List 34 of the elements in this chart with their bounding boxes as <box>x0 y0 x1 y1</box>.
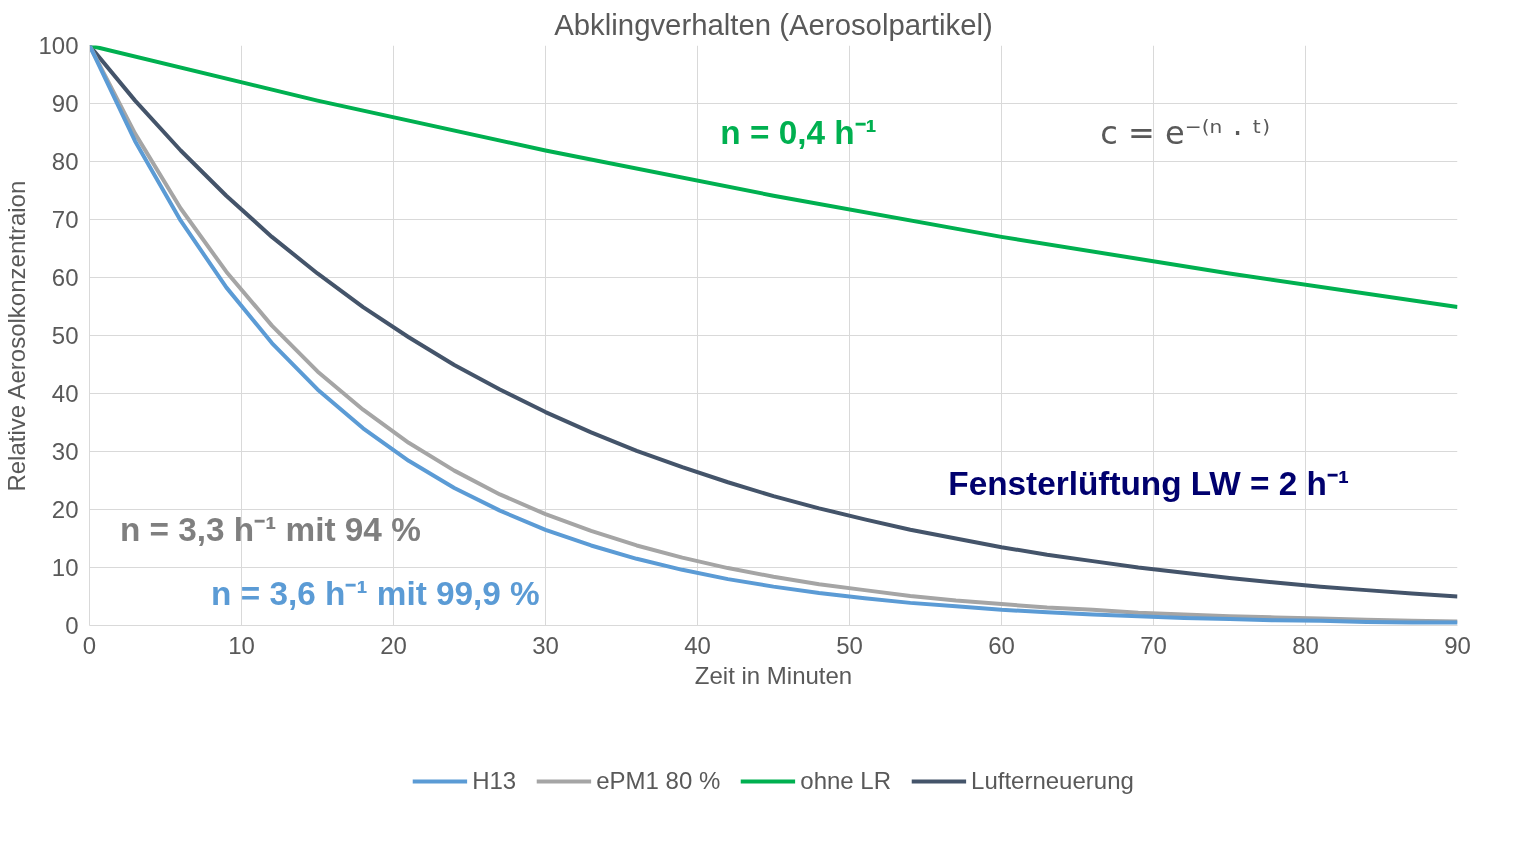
x-tick-label: 50 <box>836 631 863 659</box>
chart-title: Abklingverhalten (Aerosolpartikel) <box>554 7 993 41</box>
legend-label: ePM1 80 % <box>596 766 721 795</box>
y-tick-label: 40 <box>51 380 79 407</box>
x-tick-label: 40 <box>684 631 711 659</box>
x-tick-label: 60 <box>988 631 1015 659</box>
line-series <box>89 45 1458 310</box>
x-tick-label: 70 <box>1140 631 1167 659</box>
annotation: n = 0,4 h⁻¹ <box>720 114 877 151</box>
legend-label: Lufterneuerung <box>971 766 1134 795</box>
annotation: n = 3,6 h⁻¹ mit 99,9 % <box>211 575 540 613</box>
annotation: n = 3,3 h⁻¹ mit 94 % <box>119 511 421 549</box>
x-tick-label: 80 <box>1292 631 1319 659</box>
legend-label: H13 <box>472 766 517 795</box>
x-tick-label: 90 <box>1444 631 1471 659</box>
x-tick-label: 10 <box>228 631 255 659</box>
legend-label: ohne LR <box>800 766 892 795</box>
annotation: Fensterlüftung LW = 2 h⁻¹ <box>948 464 1350 502</box>
x-axis-title: Zeit in Minuten <box>694 661 853 689</box>
y-tick-label: 20 <box>51 496 79 523</box>
y-tick-label: 80 <box>51 148 79 175</box>
y-axis-title: Relative Aerosolkonzentraion <box>3 180 31 492</box>
y-tick-label: 10 <box>51 554 79 581</box>
y-tick-label: 90 <box>51 90 79 117</box>
x-tick-label: 0 <box>82 631 97 659</box>
y-tick-label: 0 <box>65 612 79 639</box>
annotation: c = e⁻⁽ⁿ · ᵗ⁾ <box>1100 113 1271 152</box>
y-tick-label: 100 <box>38 32 79 59</box>
y-tick-label: 50 <box>51 322 79 349</box>
y-tick-label: 60 <box>51 264 79 291</box>
x-tick-label: 30 <box>532 631 559 659</box>
y-tick-label: 30 <box>51 438 79 465</box>
x-tick-label: 20 <box>380 631 407 659</box>
y-tick-label: 70 <box>51 206 79 233</box>
